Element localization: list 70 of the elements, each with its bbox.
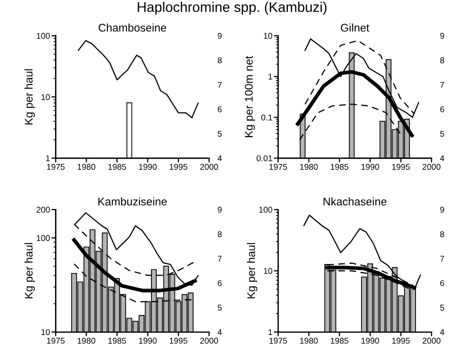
y-tick-label: 100 xyxy=(259,206,272,213)
y-tick-label: 100 xyxy=(36,32,50,39)
x-tick-label: 1990 xyxy=(139,338,157,344)
y2-tick-label: 5 xyxy=(440,304,444,311)
chart-subtitle: Kambuziseine xyxy=(98,197,167,206)
y2-tick-label: 5 xyxy=(440,130,444,137)
x-tick-label: 1975 xyxy=(269,338,288,344)
y2-tick-label: 9 xyxy=(218,206,222,213)
y-tick-label: 1 xyxy=(268,329,272,336)
x-tick-label: 1980 xyxy=(300,338,318,344)
x-tick-label: 2000 xyxy=(200,338,218,344)
y-tick-label: 10 xyxy=(264,268,272,274)
y-tick-label: 10 xyxy=(41,329,50,336)
y2-tick-label: 7 xyxy=(218,82,222,88)
y-axis-title: Kg per haul xyxy=(24,243,35,298)
y-tick-label: 1 xyxy=(268,74,272,80)
y2-tick-label: 4 xyxy=(440,329,444,336)
x-tick-label: 1980 xyxy=(78,338,96,344)
y2-tick-label: 7 xyxy=(218,256,222,262)
x-tick-label: 1985 xyxy=(330,338,348,344)
x-tick-label: 1975 xyxy=(269,164,288,170)
x-tick-label: 1990 xyxy=(139,164,157,170)
x-tick-label: 1995 xyxy=(392,338,410,344)
x-tick-label: 1975 xyxy=(47,164,65,170)
chart-title: Haplochromine spp. (Kambuzi) xyxy=(138,2,326,15)
x-tick-label: 1985 xyxy=(108,338,126,344)
y-axis-title: Kg per 100m net xyxy=(244,56,255,138)
y2-tick-label: 8 xyxy=(218,57,222,64)
chart-subtitle: Gilnet xyxy=(340,23,370,32)
y-tick-label: 1 xyxy=(46,155,50,162)
x-tick-label: 2000 xyxy=(200,164,218,170)
x-tick-label: 1990 xyxy=(362,164,380,170)
y2-tick-label: 4 xyxy=(218,155,222,162)
y-tick-label: 10 xyxy=(41,94,50,100)
y2-tick-label: 8 xyxy=(440,231,444,238)
x-tick-label: 1980 xyxy=(78,164,96,170)
x-tick-label: 1995 xyxy=(170,338,188,344)
chart-subtitle: Chamboseine xyxy=(98,23,166,32)
x-tick-label: 1980 xyxy=(300,164,318,170)
y-tick-label: 100 xyxy=(36,235,50,241)
x-tick-label: 1990 xyxy=(362,338,380,344)
y2-tick-label: 8 xyxy=(440,57,444,64)
y-tick-label: 200 xyxy=(36,206,50,213)
y2-tick-label: 9 xyxy=(218,32,222,39)
y-tick-label: 10 xyxy=(264,32,272,39)
y2-tick-label: 5 xyxy=(218,304,222,311)
x-tick-label: 1985 xyxy=(330,164,348,170)
y2-tick-label: 9 xyxy=(440,206,444,213)
y-axis-title: Kg per haul xyxy=(246,243,258,298)
y-tick-label: 0.01 xyxy=(256,155,272,162)
y-tick-label: 0.1 xyxy=(261,114,272,120)
x-tick-label: 1995 xyxy=(392,164,410,170)
y2-tick-label: 8 xyxy=(218,231,222,238)
y2-tick-label: 6 xyxy=(440,280,444,286)
x-tick-label: 1995 xyxy=(170,164,188,170)
y2-tick-label: 5 xyxy=(218,130,222,137)
y2-tick-label: 7 xyxy=(440,256,444,262)
x-tick-label: 2000 xyxy=(422,164,440,170)
y2-tick-label: 9 xyxy=(440,32,444,39)
y2-tick-label: 6 xyxy=(218,280,222,286)
y-axis-title: Kg per haul xyxy=(24,69,35,124)
y2-tick-label: 4 xyxy=(440,155,444,162)
y2-tick-label: 4 xyxy=(218,329,222,336)
y2-tick-label: 6 xyxy=(218,106,222,112)
y2-tick-label: 7 xyxy=(440,82,444,88)
y2-tick-label: 6 xyxy=(440,106,444,112)
x-tick-label: 1985 xyxy=(108,164,126,170)
x-tick-label: 2000 xyxy=(422,338,440,344)
chart-subtitle: Nkachaseine xyxy=(324,197,386,206)
x-tick-label: 1975 xyxy=(47,338,65,344)
